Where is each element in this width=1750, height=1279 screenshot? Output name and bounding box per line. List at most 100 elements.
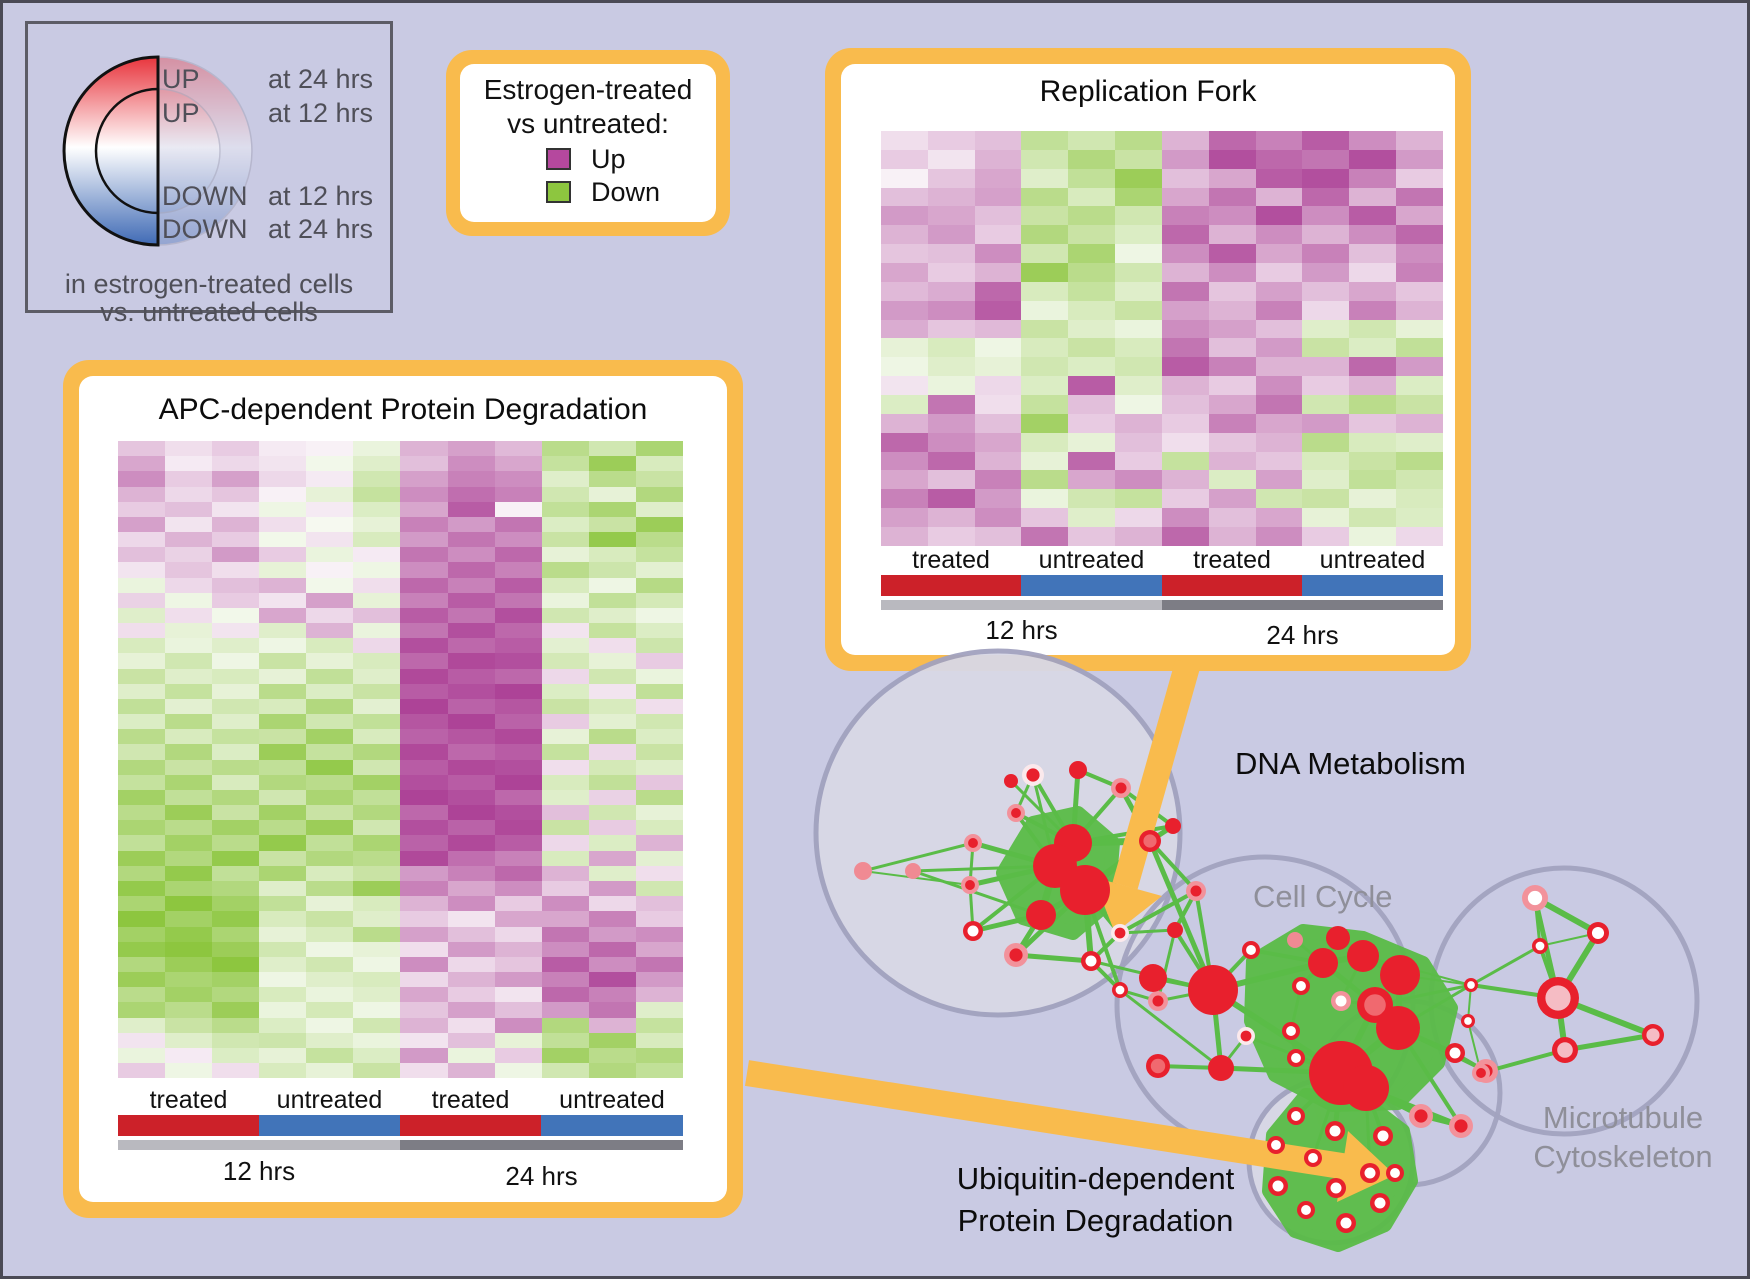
heatmap-cell — [212, 805, 260, 821]
cell-cycle-label: Cell Cycle — [1253, 879, 1393, 914]
heatmap-cell — [1208, 395, 1256, 414]
heatmap-cell — [541, 880, 589, 897]
heatmap-cell — [259, 456, 307, 472]
gene-node-core-c8 — [1335, 995, 1347, 1007]
heatmap-cell — [494, 1047, 542, 1064]
gene-node-core-d0 — [1026, 768, 1040, 782]
apc-24hrs-label: 24 hrs — [505, 1161, 578, 1191]
heatmap-cell — [306, 835, 354, 851]
heatmap-cell — [1068, 413, 1116, 433]
heatmap-cell — [635, 805, 683, 821]
heatmap-cell — [635, 668, 683, 684]
apc-treated-bar-2 — [400, 1115, 541, 1136]
heatmap-cell — [974, 319, 1022, 339]
heatmap-cell — [306, 516, 354, 533]
heatmap-cell — [588, 562, 636, 578]
heatmap-cell — [881, 451, 928, 471]
heatmap-cell — [447, 471, 495, 487]
heatmap-cell — [635, 592, 683, 608]
heatmap-cell — [212, 987, 260, 1003]
heatmap-cell — [1021, 131, 1069, 150]
heatmap-cell — [541, 972, 589, 988]
heatmap-cell — [165, 1047, 213, 1064]
heatmap-cell — [212, 956, 260, 973]
heatmap-cell — [118, 759, 166, 775]
heatmap-cell — [212, 683, 260, 699]
heatmap-cell — [1302, 357, 1350, 377]
heatmap-cell — [400, 516, 448, 533]
heatmap-cell — [212, 1017, 260, 1033]
ring-dir-down-24: DOWN — [162, 214, 248, 244]
heatmap-cell — [927, 470, 975, 490]
gene-node-d15 — [905, 863, 921, 879]
heatmap-cell — [927, 187, 975, 207]
heatmap-cell — [1161, 263, 1209, 282]
heatmap-cell — [118, 820, 166, 836]
gene-node-d9 — [1165, 818, 1181, 834]
heatmap-cell — [541, 835, 589, 851]
heatmap-cell — [881, 168, 928, 188]
heatmap-cell — [588, 441, 636, 457]
heatmap-cell — [635, 1002, 683, 1018]
heatmap-cell — [1161, 149, 1209, 169]
heatmap-cell — [1161, 357, 1209, 377]
rf-24hrs-bar — [1162, 600, 1443, 610]
heatmap-cell — [588, 501, 636, 517]
heatmap-cell — [118, 850, 166, 866]
heatmap-cell — [588, 835, 636, 851]
rf-group-label-4: untreated — [1319, 546, 1426, 574]
heatmap-cell — [588, 668, 636, 684]
heatmap-cell — [635, 532, 683, 548]
heatmap-cell — [400, 1047, 448, 1064]
heatmap-row — [118, 471, 683, 487]
heatmap-row — [118, 1002, 683, 1018]
heatmap-cell — [881, 300, 928, 320]
heatmap-cell — [1115, 489, 1162, 509]
heatmap-cell — [588, 896, 636, 912]
heatmap-cell — [259, 638, 307, 654]
heatmap-cell — [494, 850, 542, 866]
heatmap-cell — [635, 911, 683, 927]
heatmap-cell — [306, 1002, 354, 1018]
heatmap-cell — [1255, 281, 1303, 301]
heatmap-cell — [1115, 432, 1162, 452]
heatmap-cell — [259, 547, 307, 563]
gene-node-core-d17 — [1115, 985, 1125, 995]
gene-node-c13 — [1343, 1065, 1389, 1111]
heatmap-cell — [400, 501, 448, 517]
heatmap-cell — [1208, 300, 1256, 320]
heatmap-cell — [1255, 357, 1303, 377]
heatmap-cell — [635, 714, 683, 730]
heatmap-row — [881, 338, 1443, 358]
heatmap-cell — [635, 987, 683, 1003]
heatmap-cell — [259, 577, 307, 593]
heatmap-cell — [927, 149, 975, 169]
heatmap-cell — [447, 835, 495, 851]
heatmap-cell — [1396, 376, 1443, 396]
heatmap-cell — [635, 774, 683, 790]
heatmap-cell — [259, 532, 307, 548]
apc-heatmap — [118, 441, 683, 1079]
heatmap-cell — [353, 774, 401, 790]
heatmap-row — [881, 149, 1443, 169]
heatmap-cell — [635, 1017, 683, 1033]
heatmap-cell — [400, 926, 448, 942]
heatmap-cell — [1208, 149, 1256, 169]
heatmap-cell — [1161, 489, 1209, 509]
heatmap-cell — [588, 1063, 636, 1079]
heatmap-cell — [588, 805, 636, 821]
heatmap-cell — [259, 911, 307, 927]
heatmap-cell — [1021, 206, 1069, 226]
gene-node-core-u8 — [1330, 1182, 1342, 1194]
heatmap-cell — [353, 653, 401, 669]
heatmap-cell — [635, 623, 683, 639]
heatmap-cell — [541, 850, 589, 866]
heatmap-cell — [974, 413, 1022, 433]
heatmap-cell — [447, 865, 495, 881]
heatmap-cell — [1396, 319, 1443, 339]
heatmap-row — [881, 527, 1443, 546]
heatmap-cell — [1302, 319, 1350, 339]
heatmap-cell — [118, 805, 166, 821]
heatmap-cell — [306, 865, 354, 881]
heatmap-cell — [165, 714, 213, 730]
